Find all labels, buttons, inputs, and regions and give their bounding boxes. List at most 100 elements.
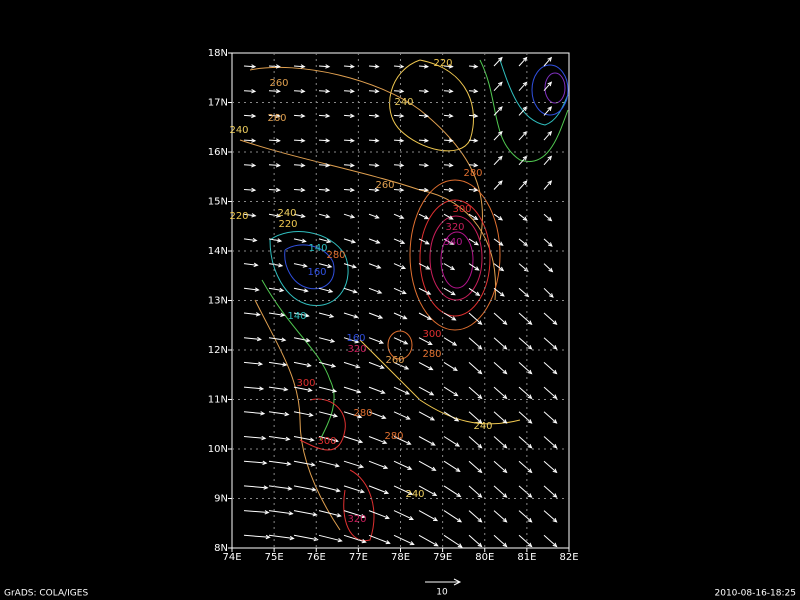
wind-arrow-head xyxy=(331,363,337,368)
wind-arrow xyxy=(268,534,294,539)
wind-arrow xyxy=(243,436,266,439)
wind-arrow-head xyxy=(498,130,503,136)
wind-arrow-head xyxy=(423,113,430,119)
wind-arrow-head xyxy=(275,163,281,168)
contour-label: 300 xyxy=(452,204,471,215)
wind-arrow xyxy=(418,485,437,496)
wind-arrow xyxy=(443,238,454,245)
wind-arrow-head xyxy=(473,138,479,143)
wind-arrow-head xyxy=(475,291,481,296)
wind-arrow xyxy=(443,263,455,270)
wind-arrow xyxy=(268,411,289,416)
wind-arrow xyxy=(493,485,507,498)
wind-arrow xyxy=(443,312,456,321)
wind-arrow xyxy=(368,139,379,142)
wind-arrow xyxy=(443,436,460,447)
contour-label: 300 xyxy=(317,436,336,447)
wind-arrow-head xyxy=(448,215,454,220)
wind-arrow xyxy=(368,361,384,369)
wind-arrow-head xyxy=(400,265,407,270)
wind-arrow-head xyxy=(453,391,459,397)
wind-arrow xyxy=(443,65,453,68)
wind-arrow xyxy=(468,139,478,142)
wind-arrow xyxy=(468,534,482,547)
wind-arrow-head xyxy=(384,515,390,520)
wind-arrow xyxy=(443,213,453,220)
lon-label: 79E xyxy=(433,552,452,563)
wind-arrow xyxy=(443,114,453,117)
wind-arrow xyxy=(343,213,355,218)
wind-arrow-head xyxy=(432,491,438,497)
wind-arrow-head xyxy=(328,288,334,294)
wind-arrow-head xyxy=(287,486,293,491)
wind-arrow xyxy=(343,312,358,318)
wind-arrow xyxy=(243,337,261,340)
contour-label: 280 xyxy=(384,431,403,442)
wind-arrow xyxy=(318,263,332,268)
wind-arrow xyxy=(243,90,256,92)
wind-arrow-head xyxy=(325,138,331,143)
wind-arrow-head xyxy=(477,468,483,474)
wind-arrow-head xyxy=(251,138,257,143)
wind-arrow-head xyxy=(374,163,380,168)
vector-scale-label: 10 xyxy=(436,588,448,598)
wind-arrow xyxy=(243,411,265,415)
wind-arrow-head xyxy=(349,113,355,119)
wind-arrow xyxy=(443,164,453,166)
wind-arrow-head xyxy=(527,320,533,325)
wind-arrow-head xyxy=(425,265,431,270)
wind-arrow-head xyxy=(408,490,414,495)
wind-arrow xyxy=(443,287,456,296)
wind-arrow-head xyxy=(454,417,460,422)
contour-label: 240 xyxy=(405,489,424,500)
wind-arrow xyxy=(443,361,458,371)
contour-label: 280 xyxy=(326,250,345,261)
lat-label: 16N xyxy=(208,147,228,158)
wind-arrow xyxy=(418,189,428,191)
lat-label: 13N xyxy=(208,296,228,307)
wind-arrow-head xyxy=(349,64,355,69)
wind-arrow-head xyxy=(252,237,258,243)
wind-arrow-head xyxy=(552,369,558,375)
wind-arrow-head xyxy=(307,387,313,393)
wind-arrow-head xyxy=(502,394,508,400)
wind-arrow xyxy=(368,510,390,519)
wind-arrow xyxy=(268,164,280,166)
wind-arrow xyxy=(393,460,412,470)
wind-arrow xyxy=(368,238,380,244)
wind-arrow-head xyxy=(385,540,391,545)
wind-arrow-head xyxy=(547,106,553,111)
wind-arrow xyxy=(493,213,503,221)
contour-label: 220 xyxy=(229,211,248,222)
contour-label: 160 xyxy=(307,267,326,278)
wind-arrow xyxy=(243,65,256,68)
wind-arrow xyxy=(318,114,330,117)
wind-arrow-head xyxy=(383,464,389,470)
wind-arrow xyxy=(518,534,532,547)
wind-arrow-head xyxy=(374,187,380,193)
wind-arrow xyxy=(518,362,532,374)
wind-arrow-head xyxy=(325,88,331,94)
contour-label: 240 xyxy=(394,97,413,108)
wind-arrow-head xyxy=(428,366,434,371)
wind-arrow xyxy=(543,180,552,190)
wind-arrow-head xyxy=(382,439,388,445)
wind-arrow-head xyxy=(284,411,290,417)
wind-arrow-head xyxy=(498,56,503,62)
wind-arrow-head xyxy=(285,436,291,442)
wind-arrow xyxy=(343,361,360,368)
wind-arrow-head xyxy=(310,462,316,467)
wind-arrow-head xyxy=(527,542,533,548)
wind-arrow-head xyxy=(427,340,433,345)
wind-arrow-head xyxy=(547,242,553,247)
wind-arrow xyxy=(493,362,507,374)
wind-arrow-head xyxy=(522,81,528,87)
wind-arrow xyxy=(543,411,557,424)
wind-arrow xyxy=(518,57,527,67)
wind-arrow-head xyxy=(330,338,336,343)
wind-arrow-head xyxy=(527,369,533,375)
wind-arrow-head xyxy=(456,492,462,498)
wind-arrow xyxy=(493,57,503,67)
wind-arrow xyxy=(518,180,527,190)
wind-arrow-head xyxy=(300,138,306,143)
